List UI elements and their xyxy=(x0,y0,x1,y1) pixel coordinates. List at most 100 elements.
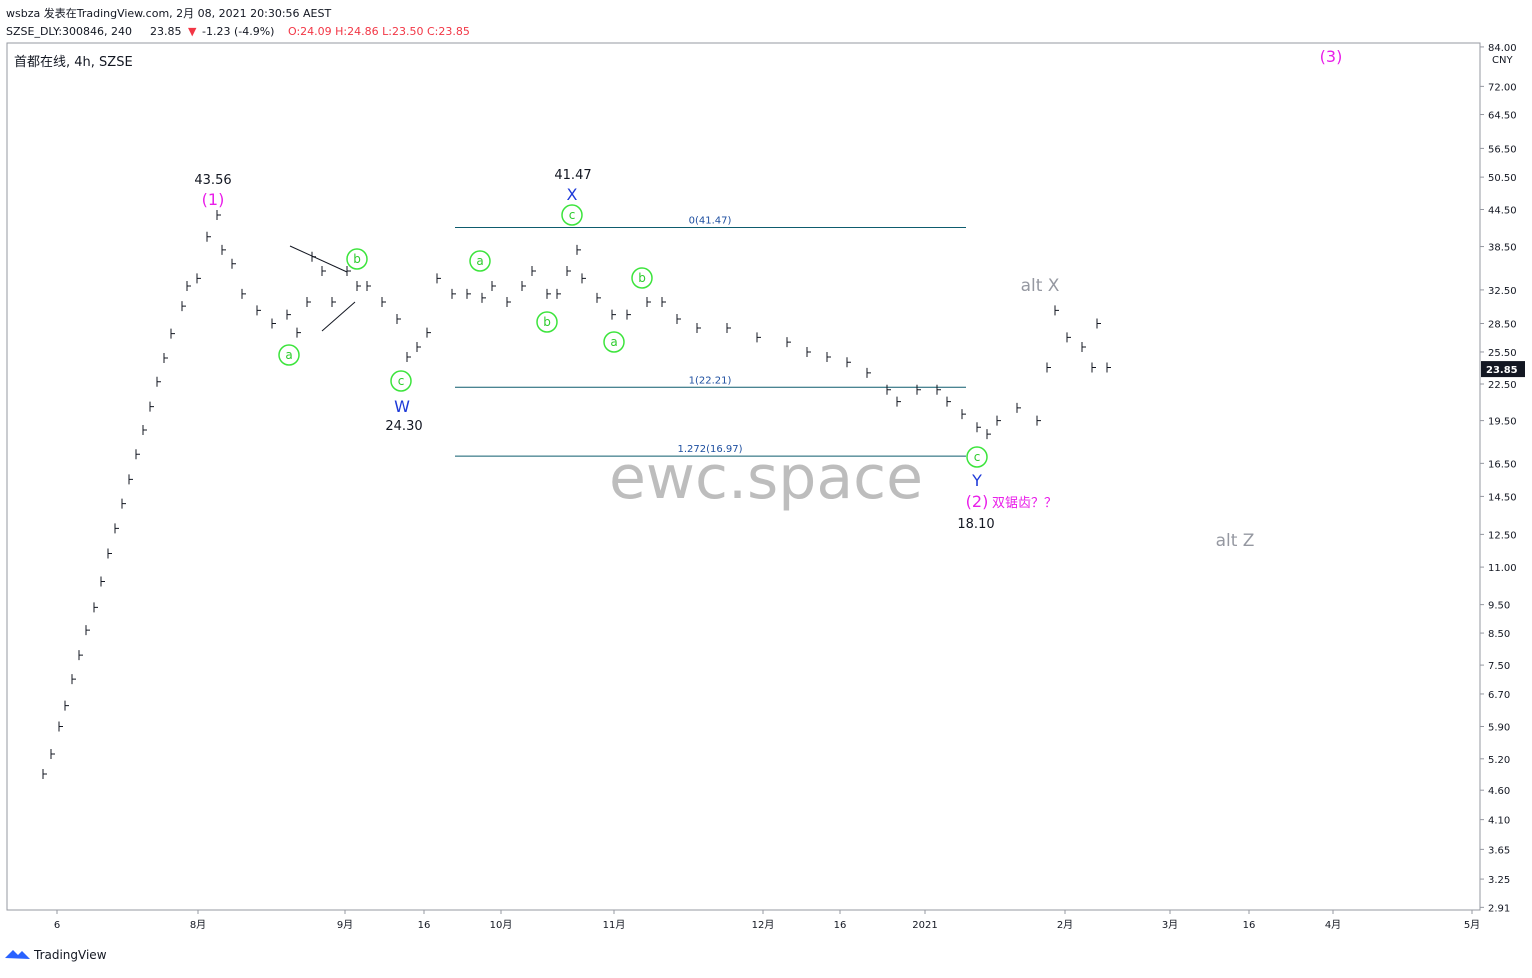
price-bar xyxy=(64,700,69,711)
price-bar xyxy=(142,424,147,435)
price-bar xyxy=(506,296,511,307)
price-bar xyxy=(1066,332,1071,343)
wave-circle xyxy=(390,370,412,392)
price-bar xyxy=(311,251,316,262)
wave-circle xyxy=(536,311,558,333)
wave-circle xyxy=(469,250,491,272)
price-bar xyxy=(306,296,311,307)
x-tick-label: 4月 xyxy=(1325,919,1341,931)
price-bar xyxy=(611,309,616,320)
y-tick-label: 5.20 xyxy=(1488,755,1510,766)
price-bar xyxy=(756,332,761,343)
annotation: (2) xyxy=(966,492,989,511)
annotation: (1) xyxy=(202,190,225,209)
fib-label: 1.272(16.97) xyxy=(677,444,742,455)
wave-circle xyxy=(346,248,368,270)
annotation: (3) xyxy=(1320,47,1343,66)
price-bar xyxy=(1091,362,1096,373)
fib-label: 0(41.47) xyxy=(689,216,732,227)
change: ▼ xyxy=(188,25,197,38)
currency: CNY xyxy=(1492,55,1513,66)
annotation: X xyxy=(567,185,578,204)
price-bar xyxy=(149,401,154,412)
wave-label: c xyxy=(974,450,981,464)
symbol-line: SZSE_DLY:300846, 240 xyxy=(6,25,132,38)
last-price-label: 23.85 xyxy=(1486,365,1518,376)
price-bar xyxy=(996,415,1001,426)
price-bar xyxy=(196,273,201,284)
price-bar xyxy=(946,396,951,407)
plot-frame xyxy=(6,42,1481,911)
price-bar xyxy=(806,346,811,357)
fib-label: 1(22.21) xyxy=(689,375,732,386)
price-bar xyxy=(491,280,496,291)
wave-circle xyxy=(278,344,300,366)
last-price-box xyxy=(1481,361,1525,378)
annotation: alt Z xyxy=(1216,531,1255,551)
price-bar xyxy=(826,352,831,363)
x-tick-label: 3月 xyxy=(1162,919,1178,931)
y-tick-label: 7.50 xyxy=(1488,661,1510,672)
price-bar xyxy=(676,314,681,325)
x-tick-label: 11月 xyxy=(603,919,626,931)
logo xyxy=(5,950,30,959)
y-tick-label: 6.70 xyxy=(1488,690,1510,701)
price-bar xyxy=(42,769,47,780)
price-bar xyxy=(163,353,168,364)
price-bar xyxy=(531,265,536,276)
y-tick-label: 4.60 xyxy=(1488,786,1510,797)
y-tick-label: 72.00 xyxy=(1488,82,1517,93)
price-bar xyxy=(481,292,486,303)
x-tick-label: 9月 xyxy=(337,919,353,931)
y-tick-label: 8.50 xyxy=(1488,629,1510,640)
price-bar xyxy=(896,396,901,407)
price-bar xyxy=(696,323,701,334)
price-bar xyxy=(726,323,731,334)
price-bar xyxy=(331,296,336,307)
wave-circle xyxy=(561,204,583,226)
x-tick-label: 6 xyxy=(54,920,60,931)
price-bar xyxy=(556,288,561,299)
y-tick-label: 3.65 xyxy=(1488,845,1510,856)
price-bar xyxy=(366,280,371,291)
price-bar xyxy=(78,650,83,661)
trend-line xyxy=(289,245,348,273)
x-tick-label: 16 xyxy=(1243,920,1256,931)
price-bar xyxy=(170,328,175,339)
price-bar xyxy=(646,296,651,307)
y-tick-label: 56.50 xyxy=(1488,144,1517,155)
y-tick-label: 16.50 xyxy=(1488,459,1517,470)
header-line: wsbza 发表在TradingView.com, 2月 08, 2021 20… xyxy=(6,6,331,20)
y-tick-label: 4.10 xyxy=(1488,816,1510,827)
symbol-title: 首都在线, 4h, SZSE xyxy=(14,55,133,70)
price-bar xyxy=(976,422,981,433)
last-price: 23.85 xyxy=(150,25,182,38)
price-bar xyxy=(396,314,401,325)
y-tick-label: 32.50 xyxy=(1488,286,1517,297)
price-bar xyxy=(1046,362,1051,373)
wave-circle xyxy=(966,446,988,468)
price-bar xyxy=(546,288,551,299)
x-tick-label: 16 xyxy=(418,920,431,931)
price-bar xyxy=(581,273,586,284)
wave-label: c xyxy=(398,374,405,388)
price-bar xyxy=(231,258,236,269)
price-bar xyxy=(121,498,126,509)
price-bar xyxy=(1054,305,1059,316)
annotation: 24.30 xyxy=(385,419,422,434)
price-bar xyxy=(321,265,326,276)
annotation: W xyxy=(394,397,410,416)
x-tick-label: 8月 xyxy=(190,919,206,931)
price-bar xyxy=(936,384,941,395)
price-bar xyxy=(356,280,361,291)
price-bar xyxy=(186,280,191,291)
y-tick-label: 19.50 xyxy=(1488,417,1517,428)
price-bar xyxy=(286,309,291,320)
price-bar xyxy=(181,301,186,312)
watermark: ewc.space xyxy=(609,443,923,513)
price-bar xyxy=(100,576,105,587)
x-tick-label: 2021 xyxy=(912,920,937,931)
price-bar xyxy=(846,357,851,368)
trend-line xyxy=(321,301,356,332)
